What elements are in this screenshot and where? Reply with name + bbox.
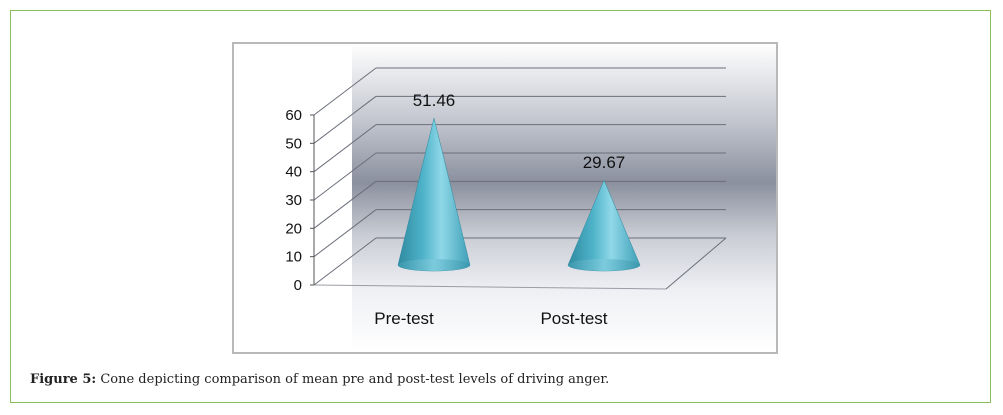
figure-caption: Figure 5: Cone depicting comparison of m…: [30, 372, 609, 387]
y-tick-label: 50: [285, 135, 302, 152]
category-label: Post-test: [540, 309, 607, 328]
y-tick-label: 40: [285, 164, 302, 181]
data-label: 51.46: [413, 91, 456, 110]
gridline-diagonal: [313, 180, 377, 229]
cones: [397, 117, 641, 272]
gridline-diagonal: [313, 152, 377, 201]
y-tick-label: 10: [285, 249, 302, 266]
cone-chart: 0 10 20 30 40 50 60 51.46 Pre-test 29.67 Post-tes…: [285, 44, 776, 352]
cone-base: [398, 259, 470, 271]
caption-label: Figure 5:: [30, 372, 97, 387]
floor-front: [313, 284, 667, 290]
caption-text: Cone depicting comparison of mean pre an…: [96, 372, 610, 387]
labels: 51.46 Pre-test 29.67 Post-test: [374, 91, 625, 328]
y-tick-label: 0: [294, 277, 302, 294]
gridline-diagonal: [313, 209, 377, 258]
data-label: 29.67: [583, 153, 626, 172]
y-tick-label: 20: [285, 220, 302, 237]
y-axis: 0 10 20 30 40 50 60: [285, 107, 315, 294]
gridline-diagonal: [313, 237, 377, 286]
gridline-diagonal: [313, 95, 377, 144]
y-tick-label: 30: [285, 192, 302, 209]
figure-frame: [10, 10, 991, 403]
floor-edge: [665, 237, 727, 290]
y-tick-label: 60: [285, 107, 302, 124]
gridline-diagonal: [313, 67, 377, 116]
chart-container: 0 10 20 30 40 50 60 51.46 Pre-test 29.67 Post-tes…: [232, 42, 778, 354]
cone-base: [568, 259, 640, 271]
gridline-diagonal: [313, 124, 377, 173]
category-label: Pre-test: [374, 309, 434, 328]
